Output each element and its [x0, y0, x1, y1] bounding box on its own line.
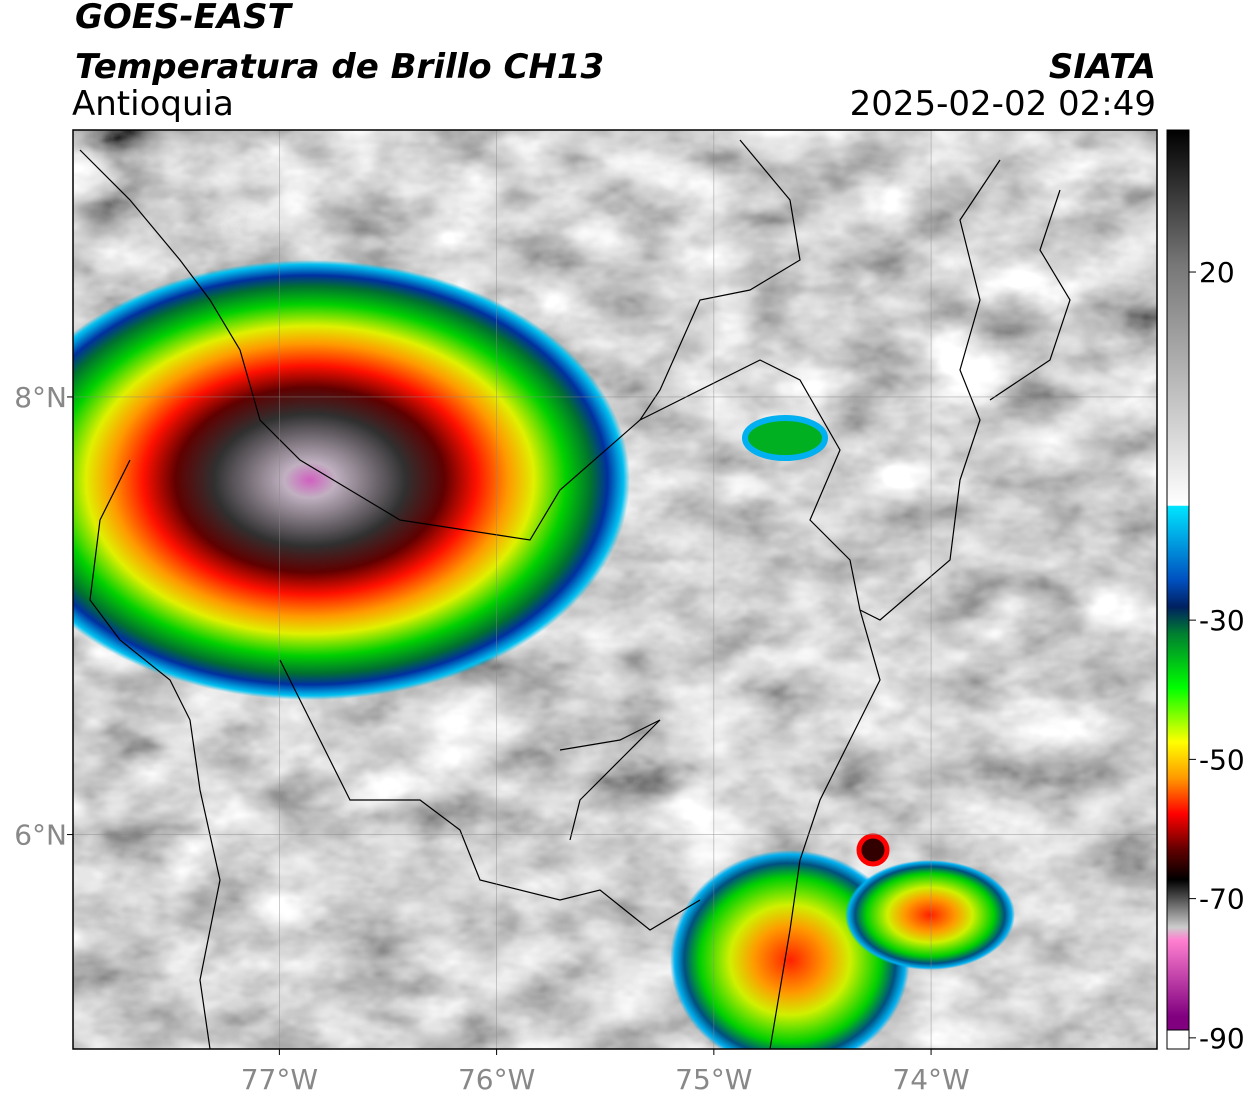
x-tick-label: 74°W [892, 1063, 969, 1096]
convective-cell [73, 260, 630, 700]
borders [79, 139, 1071, 1049]
region: Antioquia [72, 84, 234, 124]
map-frame [72, 129, 1158, 1050]
colorbar-tick-label: -90 [1199, 1022, 1245, 1055]
subtitle: Temperatura de Brillo CH13 [75, 47, 604, 87]
colorbar-frame [1166, 129, 1190, 1050]
y-tick-label: 8°N [14, 381, 67, 414]
colorbar-tick-label: -30 [1199, 604, 1245, 637]
datetime: 2025-02-02 02:49 [850, 84, 1156, 124]
grid [73, 130, 1157, 1049]
convective-cell [742, 415, 828, 461]
x-tick-label: 76°W [458, 1063, 535, 1096]
y-tick-label: 6°N [14, 819, 67, 852]
x-tick-label: 77°W [241, 1063, 318, 1096]
source: SIATA [1049, 47, 1156, 87]
colorbar-tick-label: -50 [1199, 743, 1245, 776]
title: GOES-EAST [75, 0, 294, 37]
colorbar-tick-label: -70 [1199, 883, 1245, 916]
x-tick-label: 75°W [675, 1063, 752, 1096]
colorbar [1167, 130, 1189, 1030]
map-image [73, 130, 1157, 1049]
convective-cell [845, 860, 1015, 970]
convective-cell [856, 833, 890, 867]
colorbar-extension [1166, 1029, 1190, 1050]
colorbar-tick-label: 20 [1199, 256, 1235, 289]
